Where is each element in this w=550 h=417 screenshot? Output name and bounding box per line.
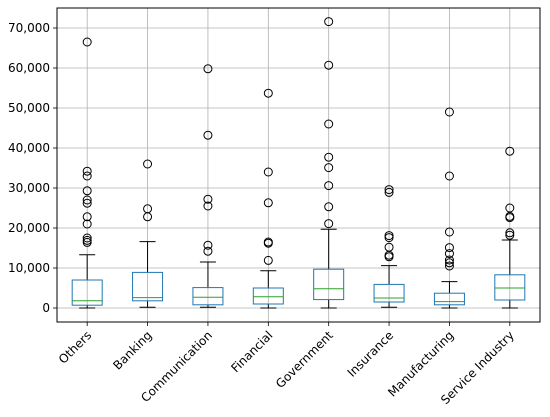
x-tick-label: Financial [228,328,275,375]
iqr-box [494,274,526,301]
box-service-industry [494,146,526,309]
outlier-point [324,202,334,212]
box-government [313,17,345,309]
box-others [71,37,103,309]
outlier-point [505,203,515,213]
plot-frame [56,7,541,323]
box-banking [132,159,164,308]
outlier-point [263,198,273,208]
y-tick-label: 70,000 [8,21,50,35]
outlier-point [263,167,273,177]
outlier-point [82,233,92,243]
y-tick-label: 60,000 [8,61,50,75]
outlier-point [82,37,92,47]
y-tick-label: 10,000 [8,261,50,275]
outlier-point [384,231,394,241]
outlier-point [263,237,273,247]
y-axis: 0 10,000 20,000 30,000 40,000 50,000 60,000 70,… [8,21,57,315]
outlier-point [384,185,394,195]
outlier-point [82,195,92,205]
outlier-point [384,242,394,252]
outlier-point [324,163,334,173]
y-tick-label: 40,000 [8,141,50,155]
outlier-point [444,261,454,271]
iqr-box [71,279,103,306]
x-tick-label: Others [56,328,94,366]
outlier-point [203,246,213,256]
outlier-point [324,119,334,129]
outlier-point [82,198,92,208]
x-tick-label: Insurance [345,328,397,380]
outlier-point [203,130,213,140]
iqr-box [373,283,405,303]
outlier-point [82,171,92,181]
outlier-point [143,204,153,214]
outlier-point [203,201,213,211]
outlier-point [505,230,515,240]
outlier-point [384,187,394,197]
outlier-point [505,228,515,238]
outlier-point [324,60,334,70]
iqr-box [192,287,224,306]
y-tick-label: 30,000 [8,181,50,195]
outlier-point [324,152,334,162]
iqr-box [132,271,164,302]
outlier-point [82,212,92,222]
iqr-box [313,268,345,301]
outlier-point [82,219,92,229]
grid-lines [57,8,540,322]
box-insurance [373,185,405,308]
y-tick-label: 50,000 [8,101,50,115]
outlier-point [263,88,273,98]
outlier-point [324,17,334,27]
y-tick-label: 20,000 [8,221,50,235]
box-communication [192,64,224,308]
outlier-point [263,255,273,265]
outlier-point [82,166,92,176]
box-manufacturing [433,107,465,309]
outlier-point [203,240,213,250]
outlier-point [203,194,213,204]
outlier-point [324,181,334,191]
outlier-point [324,219,334,229]
iqr-box [252,287,284,305]
y-tick-label: 0 [42,301,50,315]
outlier-point [444,249,454,259]
outlier-point [143,159,153,169]
box-financial [252,88,284,309]
outlier-point [444,258,454,268]
outlier-point [444,255,454,265]
iqr-box [433,292,465,306]
outlier-point [444,227,454,237]
outlier-point [444,171,454,181]
x-tick-label: Government [273,328,336,391]
x-tick-label: Banking [110,328,154,372]
outlier-point [82,235,92,245]
outlier-point [82,186,92,196]
outlier-point [444,107,454,117]
outlier-point [505,146,515,156]
outlier-point [203,64,213,74]
outlier-point [444,243,454,253]
